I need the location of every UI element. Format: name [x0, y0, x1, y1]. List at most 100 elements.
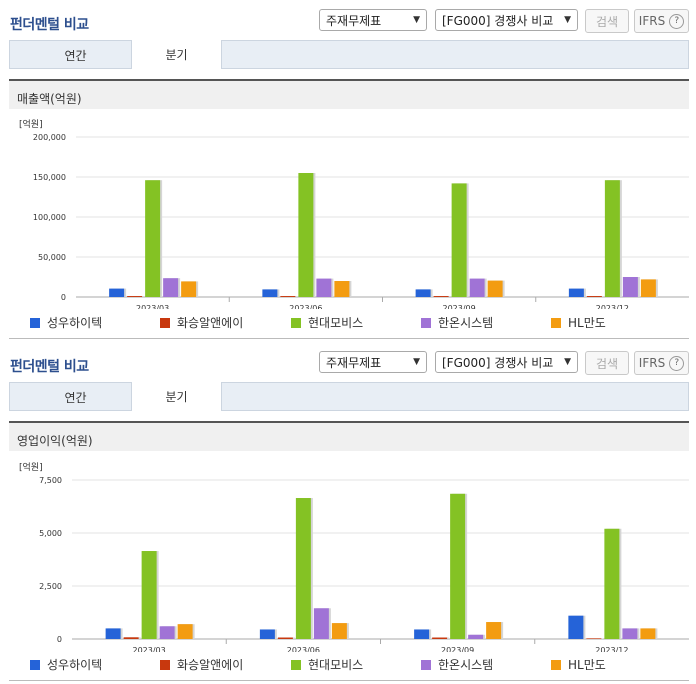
legend-item[interactable]: 현대모비스: [291, 656, 363, 673]
y-tick-label: 0: [57, 635, 62, 644]
bar: [295, 498, 311, 639]
bar: [414, 629, 430, 639]
legend-item[interactable]: 화승알앤에이: [160, 314, 243, 331]
legend-label: 성우하이텍: [47, 316, 103, 330]
legend-label: HL만도: [568, 658, 606, 672]
legend-item[interactable]: HL만도: [551, 656, 606, 673]
legend-item[interactable]: 한온시스템: [421, 314, 493, 331]
legend-item[interactable]: 화승알앤에이: [160, 656, 243, 673]
y-tick-label: 100,000: [33, 213, 66, 222]
legend-label: 성우하이텍: [47, 658, 103, 672]
y-tick-label: 5,000: [39, 529, 62, 538]
y-tick-label: 7,500: [39, 476, 62, 485]
y-tick-label: 0: [61, 293, 66, 302]
bar: [280, 296, 296, 297]
search-button[interactable]: 검색: [585, 351, 629, 375]
bar: [277, 637, 293, 639]
legend-swatch: [160, 659, 170, 670]
chevron-down-icon: ▼: [413, 357, 420, 367]
divider: [9, 338, 689, 339]
peer-select[interactable]: [FG000] 경쟁사 비교 ▼: [435, 9, 578, 31]
bar: [145, 180, 161, 297]
help-icon: ?: [669, 13, 685, 29]
period-tabs: 연간 분기: [9, 40, 689, 69]
section-title: 펀더멘털 비교: [10, 359, 89, 375]
peer-select[interactable]: [FG000] 경쟁사 비교 ▼: [435, 351, 578, 373]
fundamental-section-operating-profit: 펀더멘털 비교 주재무제표 ▼ [FG000] 경쟁사 비교 ▼ 검색 IFRS…: [0, 342, 696, 451]
bar: [469, 278, 485, 297]
legend-item[interactable]: 성우하이텍: [30, 656, 102, 673]
bar: [622, 628, 638, 639]
bar: [123, 637, 139, 639]
bar: [432, 637, 448, 639]
y-tick-label: 2,500: [39, 582, 62, 591]
bar: [487, 280, 503, 297]
tab-annual[interactable]: 연간: [64, 391, 87, 405]
y-tick-label: 200,000: [33, 133, 66, 142]
bar: [486, 622, 502, 639]
bar: [313, 608, 329, 639]
legend-swatch: [30, 317, 40, 328]
bar: [109, 288, 125, 297]
statement-select-value: 주재무제표: [326, 355, 382, 370]
x-tick-label: 2023/06: [287, 646, 320, 652]
x-tick-label: 2023/03: [136, 304, 169, 309]
legend-label: 화승알앤에이: [177, 316, 244, 330]
search-button[interactable]: 검색: [585, 9, 629, 33]
legend-item[interactable]: 한온시스템: [421, 656, 493, 673]
y-axis-unit-label: [억원]: [19, 461, 43, 473]
x-tick-label: 2023/09: [443, 304, 476, 309]
legend-item[interactable]: 성우하이텍: [30, 314, 102, 331]
sales-bar-chart: [억원] 0 50,000 100,000 150,000 200,000 2023/03 2…: [19, 118, 689, 309]
y-tick-label: 150,000: [33, 173, 66, 182]
bar: [568, 615, 584, 639]
panel-title: 매출액(억원): [9, 79, 689, 109]
legend-label: 현대모비스: [308, 316, 364, 330]
bar: [604, 180, 620, 297]
legend-swatch: [421, 659, 431, 670]
bar: [141, 551, 157, 639]
help-icon: ?: [669, 355, 685, 371]
bar: [604, 528, 620, 639]
search-button-label: 검색: [595, 356, 619, 371]
statement-select[interactable]: 주재무제표 ▼: [319, 351, 427, 373]
x-tick-label: 2023/09: [441, 646, 474, 652]
legend-label: 한온시스템: [438, 316, 494, 330]
x-tick-label: 2023/12: [596, 304, 629, 309]
section-header: 펀더멘털 비교 주재무제표 ▼ [FG000] 경쟁사 비교 ▼ 검색 IFRS…: [0, 342, 696, 380]
bar: [316, 278, 332, 297]
x-tick-label: 2023/12: [595, 646, 628, 652]
section-header: 펀더멘털 비교 주재무제표 ▼ [FG000] 경쟁사 비교 ▼ 검색 IFRS…: [0, 0, 696, 38]
ifrs-label: IFRS: [638, 356, 666, 370]
legend-swatch: [421, 317, 431, 328]
period-tabs: 연간 분기: [9, 382, 689, 411]
bar: [259, 629, 275, 639]
legend-label: HL만도: [568, 316, 606, 330]
chevron-down-icon: ▼: [413, 15, 420, 25]
fundamental-section-sales: 펀더멘털 비교 주재무제표 ▼ [FG000] 경쟁사 비교 ▼ 검색 IFRS…: [0, 0, 696, 109]
statement-select[interactable]: 주재무제표 ▼: [319, 9, 427, 31]
legend-item[interactable]: 현대모비스: [291, 314, 363, 331]
tab-quarterly[interactable]: 분기: [131, 40, 222, 69]
bar: [586, 296, 602, 297]
bar: [450, 493, 466, 639]
bar: [331, 623, 347, 639]
y-axis-unit-label: [억원]: [19, 118, 43, 130]
legend-item[interactable]: HL만도: [551, 314, 606, 331]
legend-swatch: [551, 317, 561, 328]
bar: [177, 624, 193, 639]
legend-label: 한온시스템: [438, 658, 494, 672]
legend-swatch: [291, 317, 301, 328]
legend-swatch: [551, 659, 561, 670]
ifrs-label: IFRS: [638, 14, 666, 28]
ifrs-button[interactable]: IFRS ?: [634, 351, 689, 375]
operating-profit-bar-chart: [억원] 0 2,500 5,000 7,500 2023/03 2023/06 2023/0…: [19, 461, 689, 652]
ifrs-button[interactable]: IFRS ?: [634, 9, 689, 33]
y-tick-label: 50,000: [38, 253, 66, 262]
bar: [433, 296, 449, 297]
bar: [640, 628, 656, 639]
legend-label: 현대모비스: [308, 658, 364, 672]
bar: [163, 278, 179, 297]
tab-quarterly[interactable]: 분기: [131, 382, 222, 411]
tab-annual[interactable]: 연간: [64, 49, 87, 63]
